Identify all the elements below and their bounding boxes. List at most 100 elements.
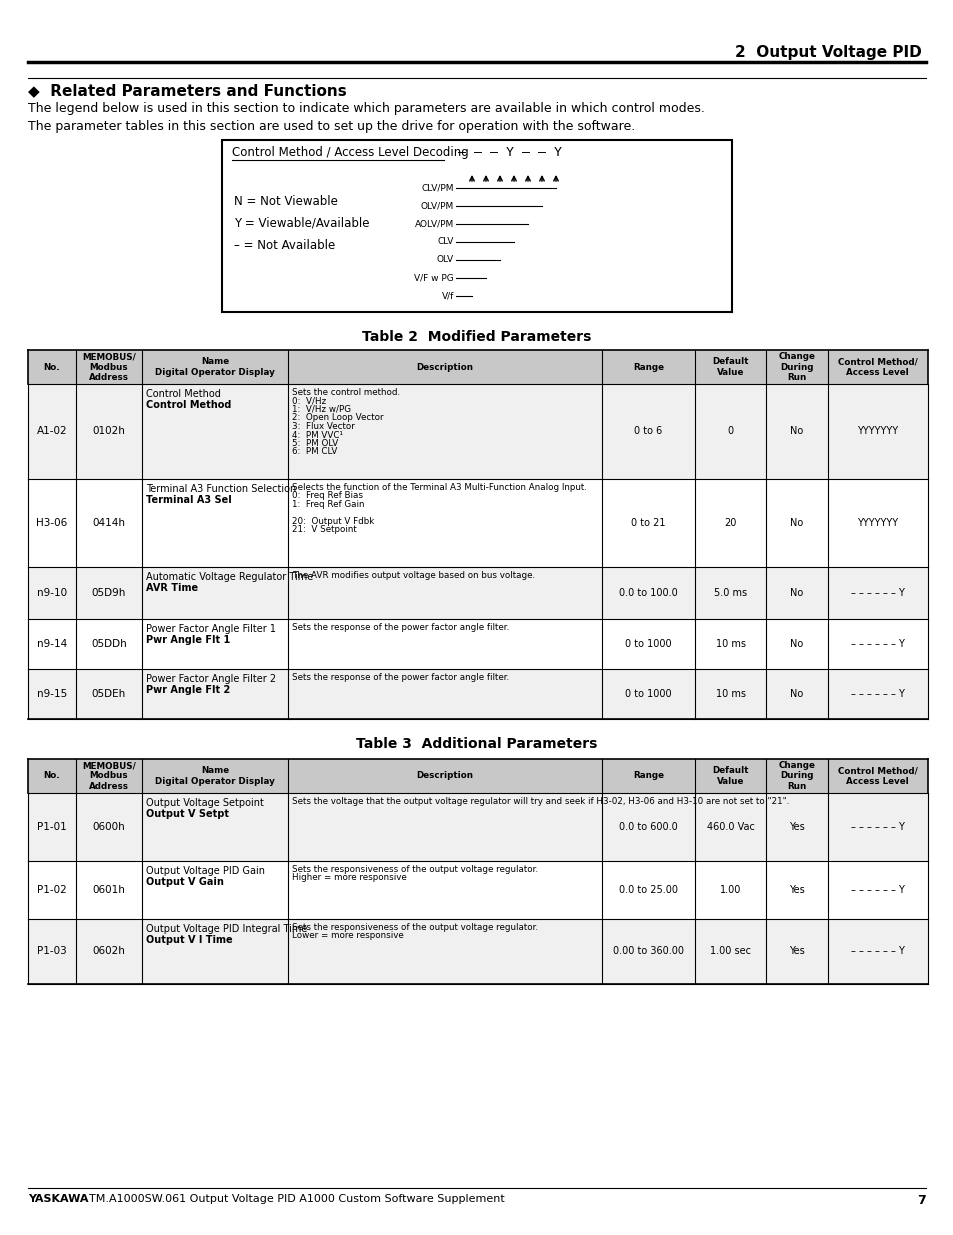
Text: No: No (789, 517, 802, 529)
Text: 6:  PM CLV: 6: PM CLV (292, 447, 337, 457)
Text: Pwr Angle Flt 2: Pwr Angle Flt 2 (146, 685, 230, 695)
Bar (28, 793, 927, 861)
Text: 0.0 to 600.0: 0.0 to 600.0 (618, 823, 678, 832)
Text: Control Method: Control Method (146, 389, 221, 399)
Text: 2  Output Voltage PID: 2 Output Voltage PID (735, 44, 921, 61)
Text: 1:  Freq Ref Gain: 1: Freq Ref Gain (292, 500, 364, 509)
Text: – = Not Available: – = Not Available (233, 240, 335, 252)
Text: 0414h: 0414h (92, 517, 126, 529)
Text: MEMOBUS/
Modbus
Address: MEMOBUS/ Modbus Address (82, 352, 135, 382)
Text: A1-02: A1-02 (36, 426, 68, 436)
Text: Output V I Time: Output V I Time (146, 935, 233, 945)
Text: Power Factor Angle Filter 2: Power Factor Angle Filter 2 (146, 674, 276, 684)
Text: 5.0 ms: 5.0 ms (714, 588, 746, 598)
Text: 460.0 Vac: 460.0 Vac (706, 823, 754, 832)
Text: Sets the responsiveness of the output voltage regulator.: Sets the responsiveness of the output vo… (292, 864, 537, 874)
Text: 0:  Freq Ref Bias: 0: Freq Ref Bias (292, 492, 363, 500)
Text: Range: Range (633, 772, 663, 781)
Bar (28, 861, 927, 919)
Text: 1:  V/Hz w/PG: 1: V/Hz w/PG (292, 405, 351, 414)
Text: 20: 20 (723, 517, 736, 529)
Text: Control Method/
Access Level: Control Method/ Access Level (837, 766, 917, 785)
Text: 10 ms: 10 ms (715, 689, 745, 699)
Text: – – – – – – Y: – – – – – – Y (850, 823, 903, 832)
Text: Y = Viewable/Available: Y = Viewable/Available (233, 217, 369, 230)
Text: n9-15: n9-15 (37, 689, 67, 699)
Text: No: No (789, 426, 802, 436)
Text: V/f: V/f (441, 291, 454, 300)
Text: Range: Range (633, 363, 663, 372)
Text: Pwr Angle Flt 1: Pwr Angle Flt 1 (146, 635, 230, 645)
Text: 0.0 to 25.00: 0.0 to 25.00 (618, 885, 678, 895)
Text: 0 to 1000: 0 to 1000 (624, 638, 671, 650)
Text: No.: No. (44, 772, 60, 781)
Text: YYYYYYY: YYYYYYY (857, 426, 898, 436)
Text: Yes: Yes (788, 946, 803, 956)
Text: OLV: OLV (436, 256, 454, 264)
Text: Terminal A3 Sel: Terminal A3 Sel (146, 495, 232, 505)
Text: V/F w PG: V/F w PG (414, 273, 454, 283)
Text: 7: 7 (916, 1194, 925, 1207)
Bar (28, 384, 927, 479)
Text: Control Method/
Access Level: Control Method/ Access Level (837, 357, 917, 377)
Bar (28, 567, 927, 619)
Text: H3-06: H3-06 (36, 517, 68, 529)
Text: Output V Setpt: Output V Setpt (146, 809, 229, 819)
Text: Default
Value: Default Value (712, 766, 748, 785)
Text: n9-14: n9-14 (37, 638, 67, 650)
Text: – – – – – – Y: – – – – – – Y (850, 638, 903, 650)
Text: 0600h: 0600h (92, 823, 125, 832)
Text: 05DEh: 05DEh (91, 689, 126, 699)
Text: Power Factor Angle Filter 1: Power Factor Angle Filter 1 (146, 624, 275, 634)
Text: YYYYYYY: YYYYYYY (857, 517, 898, 529)
Text: OLV/PM: OLV/PM (420, 201, 454, 210)
Text: 2:  Open Loop Vector: 2: Open Loop Vector (292, 414, 383, 422)
Text: Sets the response of the power factor angle filter.: Sets the response of the power factor an… (292, 673, 509, 682)
Text: – – – – – – Y: – – – – – – Y (850, 885, 903, 895)
Text: No: No (789, 689, 802, 699)
Text: 5:  PM OLV: 5: PM OLV (292, 438, 338, 448)
Text: P1-01: P1-01 (37, 823, 67, 832)
Text: 0.00 to 360.00: 0.00 to 360.00 (613, 946, 683, 956)
Text: 0 to 1000: 0 to 1000 (624, 689, 671, 699)
Text: Lower = more responsive: Lower = more responsive (292, 931, 403, 941)
Text: 10 ms: 10 ms (715, 638, 745, 650)
Text: 0601h: 0601h (92, 885, 125, 895)
Text: Terminal A3 Function Selection: Terminal A3 Function Selection (146, 484, 296, 494)
Text: Control Method / Access Level Decoding: Control Method / Access Level Decoding (232, 146, 468, 159)
Text: 0102h: 0102h (92, 426, 125, 436)
Text: Yes: Yes (788, 823, 803, 832)
Text: Control Method: Control Method (146, 400, 232, 410)
Bar (28, 479, 927, 567)
Bar (222, 140, 731, 312)
Text: Sets the voltage that the output voltage regulator will try and seek if H3-02, H: Sets the voltage that the output voltage… (292, 797, 789, 806)
Bar (28, 619, 927, 669)
Text: Selects the function of the Terminal A3 Multi-Function Analog Input.: Selects the function of the Terminal A3 … (292, 483, 586, 492)
Text: 4:  PM VVC¹: 4: PM VVC¹ (292, 431, 343, 440)
Text: Output V Gain: Output V Gain (146, 877, 224, 887)
Text: 20:  Output V Fdbk: 20: Output V Fdbk (292, 517, 374, 526)
Text: Sets the responsiveness of the output voltage regulator.: Sets the responsiveness of the output vo… (292, 923, 537, 932)
Text: Change
During
Run: Change During Run (778, 352, 815, 382)
Text: P1-03: P1-03 (37, 946, 67, 956)
Text: N = Not Viewable: N = Not Viewable (233, 195, 337, 207)
Text: n9-10: n9-10 (37, 588, 67, 598)
Text: No: No (789, 638, 802, 650)
Text: P1-02: P1-02 (37, 885, 67, 895)
Text: Sets the control method.: Sets the control method. (292, 388, 399, 396)
Text: – – – – – – Y: – – – – – – Y (850, 588, 903, 598)
Text: Output Voltage PID Gain: Output Voltage PID Gain (146, 866, 265, 876)
Text: YASKAWA: YASKAWA (28, 1194, 89, 1204)
Text: Output Voltage Setpoint: Output Voltage Setpoint (146, 798, 264, 808)
Bar (28, 919, 927, 984)
Text: Description: Description (416, 772, 473, 781)
Text: 05DDh: 05DDh (91, 638, 127, 650)
Text: 0.0 to 100.0: 0.0 to 100.0 (618, 588, 678, 598)
Text: Table 2  Modified Parameters: Table 2 Modified Parameters (362, 330, 591, 345)
Text: The AVR modifies output voltage based on bus voltage.: The AVR modifies output voltage based on… (292, 571, 535, 580)
Text: – – – Y – – Y: – – – Y – – Y (457, 146, 561, 159)
Bar (28, 669, 927, 719)
Text: 1.00: 1.00 (720, 885, 740, 895)
Text: No.: No. (44, 363, 60, 372)
Text: – – – – – – Y: – – – – – – Y (850, 689, 903, 699)
